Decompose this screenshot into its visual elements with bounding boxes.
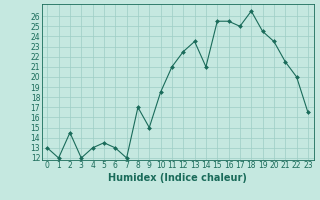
X-axis label: Humidex (Indice chaleur): Humidex (Indice chaleur) bbox=[108, 173, 247, 183]
